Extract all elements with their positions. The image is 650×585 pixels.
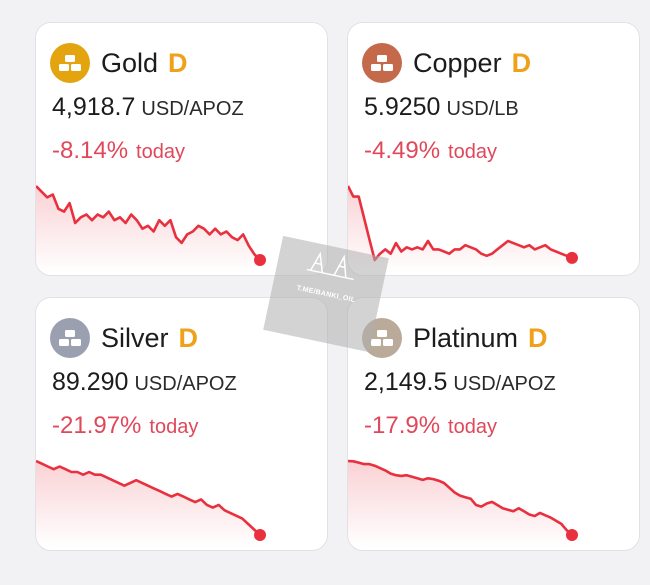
price-unit: USD/APOZ — [134, 373, 237, 395]
sparkline-area — [348, 461, 572, 548]
gold-card[interactable]: Gold D 4,918.7 USD/APOZ -8.14% today — [35, 22, 328, 276]
watermark-text: T.ME/BANKI_OIL — [296, 284, 356, 304]
sparkline-line — [36, 459, 261, 536]
change-row: -17.9% today — [364, 412, 497, 440]
change-row: -8.14% today — [52, 137, 185, 165]
asset-name: Gold — [101, 47, 159, 78]
sparkline-line — [348, 459, 573, 536]
price-row: 2,149.5 USD/APOZ — [364, 368, 556, 397]
last-price-dot — [254, 254, 266, 266]
delayed-badge: D — [168, 47, 188, 78]
card-header: Gold D — [50, 41, 188, 85]
price-row: 5.9250 USD/LB — [364, 93, 519, 122]
change-period: today — [149, 416, 199, 438]
price-unit: USD/APOZ — [141, 98, 244, 120]
sparkline-area — [36, 186, 260, 273]
sparkline-area — [36, 461, 260, 548]
price-row: 89.290 USD/APOZ — [52, 368, 237, 397]
change-percent: -8.14% — [52, 137, 129, 164]
price-unit: USD/LB — [446, 98, 519, 120]
price-value: 5.9250 — [364, 93, 441, 121]
price-value: 4,918.7 — [52, 93, 136, 121]
card-header: Copper D — [362, 41, 531, 85]
change-period: today — [136, 141, 185, 163]
change-row: -21.97% today — [52, 412, 198, 440]
asset-name: Platinum — [413, 322, 519, 353]
change-percent: -4.49% — [364, 137, 441, 164]
delayed-badge: D — [528, 322, 548, 353]
platinum-card[interactable]: Platinum D 2,149.5 USD/APOZ -17.9% today — [347, 297, 640, 551]
price-value: 2,149.5 — [364, 368, 448, 396]
oil-rig-icon — [306, 251, 354, 281]
asset-name: Silver — [101, 322, 169, 353]
change-period: today — [448, 416, 497, 438]
price-row: 4,918.7 USD/APOZ — [52, 93, 244, 122]
sparkline-area — [348, 186, 572, 273]
card-header: Platinum D — [362, 316, 548, 360]
price-unit: USD/APOZ — [453, 373, 556, 395]
last-price-dot — [254, 529, 266, 541]
change-percent: -17.9% — [364, 412, 441, 439]
change-period: today — [448, 141, 497, 163]
sparkline-chart — [36, 459, 266, 548]
asset-name: Copper — [413, 47, 502, 78]
gold-bars-icon — [50, 43, 90, 83]
delayed-badge: D — [178, 322, 199, 353]
sparkline-chart — [36, 185, 266, 273]
change-row: -4.49% today — [364, 137, 497, 165]
copper-bars-icon — [362, 43, 402, 83]
silver-card[interactable]: Silver D 89.290 USD/APOZ -21.97% today — [35, 297, 328, 551]
silver-bars-icon — [50, 318, 90, 358]
last-price-dot — [566, 529, 578, 541]
sparkline-line — [348, 185, 573, 262]
delayed-badge: D — [511, 47, 532, 78]
price-value: 89.290 — [52, 368, 129, 396]
last-price-dot — [566, 251, 578, 264]
sparkline-line — [36, 185, 261, 261]
watermark: T.ME/BANKI_OIL — [263, 235, 389, 353]
sparkline-chart — [348, 459, 578, 548]
copper-card[interactable]: Copper D 5.9250 USD/LB -4.49% today — [347, 22, 640, 276]
change-percent: -21.97% — [52, 412, 142, 439]
sparkline-chart — [348, 185, 578, 273]
card-header: Silver D — [50, 316, 198, 360]
